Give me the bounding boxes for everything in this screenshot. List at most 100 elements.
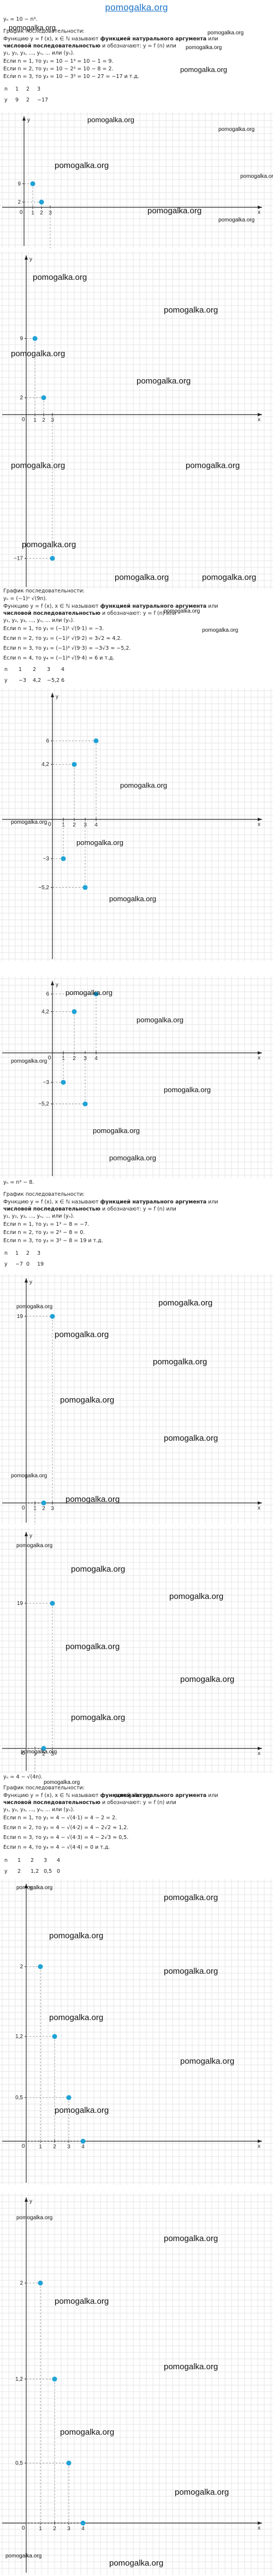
y-axis-label: y	[29, 2198, 32, 2204]
site-brand-link[interactable]: pomogalka.org	[105, 2, 168, 13]
watermark: pomogalka.org	[60, 1395, 115, 1405]
chart-grid	[0, 1879, 273, 2185]
watermark: pomogalka.org	[180, 2057, 235, 2066]
watermark: pomogalka.org	[120, 781, 167, 789]
notation-line: y₁, y₂, y₃, ..., yₙ, ... или (yₙ).	[3, 50, 75, 56]
y-tick-label: −17	[14, 556, 23, 562]
formula-line: yₙ = 4 − √(4n).	[3, 1774, 43, 1780]
x-axis-arrow	[258, 818, 262, 821]
x-tick-label: 1	[33, 1751, 37, 1757]
watermark: pomogalka.org	[66, 1495, 120, 1504]
definition-part: Функцию y = f (x), x ∈ ℕ называют	[3, 1793, 99, 1799]
table-cell: 1	[19, 667, 22, 673]
table-cell: 0	[26, 1261, 30, 1267]
watermark: pomogalka.org	[240, 173, 273, 179]
watermark: pomogalka.org	[9, 23, 56, 32]
values-table: n 1 2 3 y −7 0 19	[4, 1250, 48, 1268]
values-table: n 1 2 3 y 9 2 −17	[4, 86, 48, 104]
data-point	[66, 2095, 72, 2100]
definition-line: числовой последовательностью и обозначаю…	[3, 610, 270, 617]
watermark: pomogalka.org	[11, 1473, 48, 1479]
formula-line: yₙ = (−1)ⁿ √(9n).	[3, 596, 48, 602]
table-cell: 1,2	[31, 1868, 39, 1874]
table-cell: −17	[37, 97, 49, 103]
table-cell: 1	[15, 86, 19, 92]
watermark: pomogalka.org	[180, 1675, 235, 1684]
watermark: pomogalka.org	[11, 461, 66, 470]
watermark: pomogalka.org	[16, 1543, 53, 1549]
watermark: pomogalka.org	[164, 2234, 218, 2243]
data-point	[82, 885, 88, 890]
watermark: pomogalka.org	[109, 1154, 156, 1162]
chart-grid	[0, 1274, 273, 1525]
data-point	[41, 395, 46, 400]
watermark: pomogalka.org	[33, 273, 87, 282]
table-cell: 0	[57, 1868, 61, 1874]
data-point	[93, 991, 99, 997]
table-cell: −5,2	[47, 678, 60, 684]
origin-label: 0	[48, 822, 51, 828]
x-tick-label: 2	[42, 1751, 45, 1757]
y-tick-label: −5,2	[38, 1101, 49, 1107]
table-cell: 1	[15, 1250, 19, 1256]
watermark: pomogalka.org	[11, 349, 66, 358]
calc-line: Если n = 2, то y₂ = 10 − 2³ = 10 − 8 = 2…	[3, 66, 114, 72]
chart-grid	[0, 1527, 273, 1773]
sequence-chart: x y 0 1 2 3 4 2 1,2 0,5	[0, 2193, 273, 2575]
watermark: pomogalka.org	[175, 2488, 229, 2497]
watermark: pomogalka.org	[202, 573, 257, 582]
y-tick-label: 19	[17, 1601, 23, 1607]
watermark: pomogalka.org	[164, 1893, 218, 1902]
x-tick-label: 3	[51, 1506, 54, 1512]
x-tick-label: 3	[84, 1056, 87, 1062]
calc-line: Если n = 1, то y₁ = 10 − 1³ = 10 − 1 = 9…	[3, 58, 114, 64]
y-axis-label: y	[29, 1885, 32, 1891]
chart-canvas: x y 0 1 2 3 4 2 1,2 0,5	[0, 2193, 273, 2575]
table-cell: y	[4, 1868, 8, 1874]
definition-part: или	[208, 1199, 218, 1205]
origin-label: 0	[22, 1751, 25, 1757]
x-axis-label: x	[258, 2143, 260, 2149]
y-axis-label: y	[56, 694, 58, 700]
watermark: pomogalka.org	[164, 305, 218, 315]
chart-grid	[0, 251, 273, 589]
definition-part: и обозначают: y = f (n) или	[102, 1206, 176, 1212]
table-row: n 1 2 3	[4, 86, 48, 93]
watermark: pomogalka.org	[202, 627, 239, 633]
y-tick-label: 2	[20, 395, 23, 401]
table-cell: −7	[15, 1261, 23, 1267]
y-tick-label: 6	[46, 738, 49, 744]
table-cell: 2	[31, 1858, 34, 1864]
y-tick-label: 6	[46, 991, 49, 997]
y-tick-label: 2	[20, 1964, 23, 1970]
definition-term: функцией натурального аргумента	[100, 1199, 207, 1205]
x-tick-label: 2	[73, 1056, 76, 1062]
watermark: pomogalka.org	[49, 1931, 104, 1940]
table-cell: 2	[26, 86, 30, 92]
data-point	[52, 2376, 57, 2382]
table-row: y −3 4,2 −5,2 6	[4, 678, 75, 684]
watermark: pomogalka.org	[186, 461, 240, 470]
definition-term: функцией натурального аргумента	[100, 1793, 207, 1799]
watermark: pomogalka.org	[49, 2013, 104, 2022]
y-tick-label: 0,5	[15, 2460, 23, 2466]
x-tick-label: 2	[40, 210, 43, 216]
definition-part: Функцию y = f (x), x ∈ ℕ называют	[3, 603, 99, 609]
definition-line: числовой последовательностью и обозначаю…	[3, 1206, 270, 1213]
calc-line: Если n = 2, то y₂ = 2³ − 8 = 0.	[3, 1230, 85, 1236]
graph-heading: График последовательности:	[3, 1191, 85, 1197]
watermark: pomogalka.org	[21, 1749, 57, 1755]
definition-part: и обозначают: y = f (n) или	[102, 43, 176, 49]
y-tick-label: 9	[17, 181, 21, 187]
watermark: pomogalka.org	[55, 1330, 109, 1339]
y-axis-label: y	[29, 1279, 32, 1285]
y-axis-label: y	[27, 117, 30, 123]
definition-part: и обозначают: y = f (n) или	[102, 610, 176, 616]
watermark: pomogalka.org	[93, 1127, 140, 1135]
x-axis-label: x	[258, 1751, 260, 1757]
table-cell: n	[4, 1250, 8, 1256]
x-axis-arrow	[258, 2521, 262, 2525]
data-point	[93, 738, 99, 744]
x-tick-label: 1	[39, 2144, 42, 2150]
